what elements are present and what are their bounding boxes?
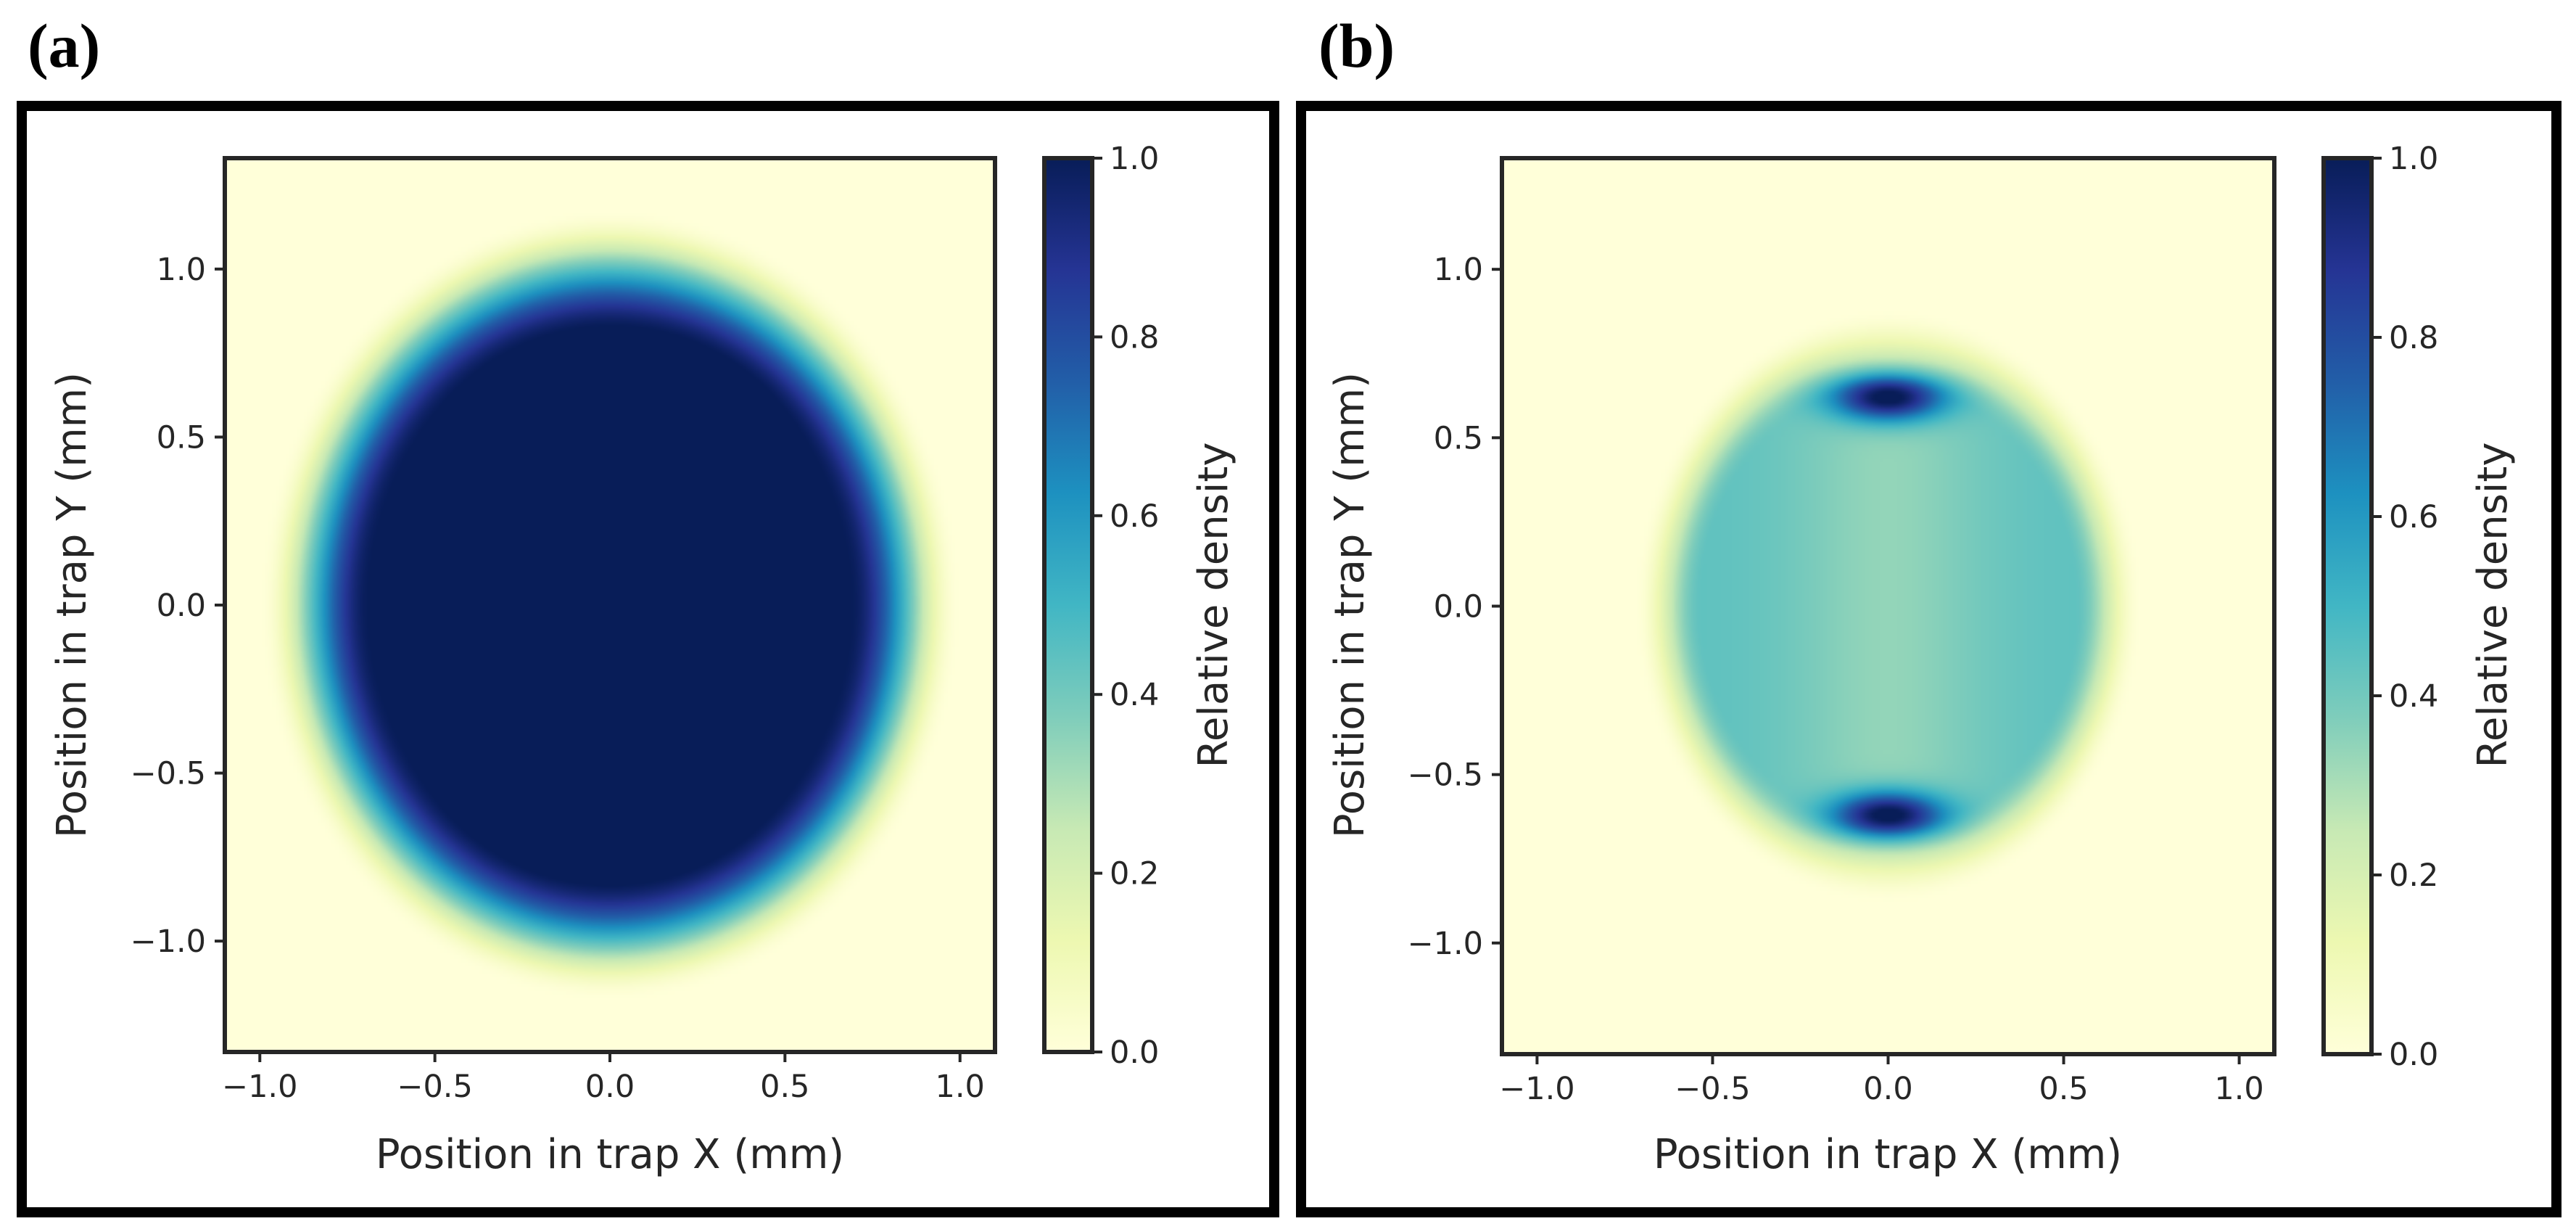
panel-a-y-tick-label: 0.0 (157, 588, 206, 624)
panel-b-frame (1296, 101, 2561, 1217)
panel-a-letter: (a) (28, 11, 100, 81)
panel-a-colorbar (1044, 158, 1092, 1052)
panel-b-x-tick-label: 0.5 (2039, 1071, 2088, 1107)
panel-b-x-tick-label: −0.5 (1675, 1071, 1750, 1107)
panel-b-y-tick-label: 0.0 (1434, 589, 1483, 625)
panel-b-colorbar-tick-label: 0.4 (2389, 678, 2438, 715)
panel-a-ticks: −1.0 −0.5 0.0 0.5 1.0 1.0 0.5 0.0 −0.5 −1.0 (131, 252, 985, 1105)
panel-a-y-tick-label: −0.5 (131, 756, 206, 792)
panel-a-colorbar-box (1042, 156, 1094, 1054)
panel-a: (a) −1.0 −0.5 0.0 0.5 1.0 1.0 0.5 0.0 −0.5 −1.0 P… (17, 11, 1279, 1217)
panel-a-colorbar-tick-label: 0.8 (1110, 319, 1159, 355)
panel-a-x-tick-label: −1.0 (222, 1069, 297, 1105)
panel-a-x-tick-label: 0.5 (760, 1069, 809, 1105)
panel-b-colorbar-label: Relative density (2469, 443, 2517, 768)
panel-b: (b) −1.0 −0.5 0.0 0.5 1.0 1.0 0.5 0.0 −0.5 −1.0 P… (1296, 11, 2561, 1217)
panel-b-colorbar-tick-label: 0.2 (2389, 858, 2438, 894)
panel-a-y-tick-label: 0.5 (157, 419, 206, 456)
panel-b-x-tick-label: 0.0 (1863, 1071, 1912, 1107)
panel-b-y-axis-label: Position in trap Y (mm) (1326, 372, 1374, 838)
panel-b-heatmap-image (1502, 158, 2274, 1054)
panel-a-x-tick-label: 0.0 (585, 1069, 635, 1105)
panel-b-x-tick-label: −1.0 (1499, 1071, 1574, 1107)
panel-a-colorbar-tick-label: 0.2 (1110, 856, 1159, 892)
panel-a-heatmap (225, 158, 995, 1052)
panel-a-x-tick-label: 1.0 (936, 1069, 985, 1105)
panel-a-y-tick-label: −1.0 (131, 924, 206, 960)
panel-b-ticks: −1.0 −0.5 0.0 0.5 1.0 1.0 0.5 0.0 −0.5 −1.0 (1408, 252, 2264, 1107)
panel-b-x-tick-label: 1.0 (2214, 1071, 2263, 1107)
panel-b-colorbar (2324, 158, 2371, 1054)
panel-b-colorbar-tick-label: 1.0 (2389, 141, 2438, 177)
panel-a-colorbar-ticks: 1.0 0.8 0.6 0.4 0.2 0.0 (1092, 141, 1159, 1071)
panel-a-heatmap-image (225, 158, 995, 1052)
panel-b-colorbar-tick-label: 0.8 (2389, 320, 2438, 356)
panel-a-x-tick-label: −0.5 (397, 1069, 472, 1105)
panel-a-y-axis-label: Position in trap Y (mm) (49, 372, 96, 838)
panel-b-y-tick-label: 0.5 (1434, 420, 1483, 456)
panel-a-x-axis-label: Position in trap X (mm) (376, 1131, 844, 1178)
panel-b-y-tick-label: 1.0 (1434, 252, 1483, 288)
panel-a-colorbar-tick-label: 0.0 (1110, 1035, 1159, 1071)
panel-a-frame (17, 101, 1279, 1217)
panel-a-colorbar-label: Relative density (1190, 443, 1237, 768)
panel-b-colorbar-ticks: 1.0 0.8 0.6 0.4 0.2 0.0 (2371, 141, 2438, 1073)
panel-b-letter: (b) (1318, 11, 1395, 81)
panel-a-colorbar-tick-label: 0.6 (1110, 498, 1159, 535)
panel-a-colorbar-tick-label: 1.0 (1110, 141, 1159, 177)
panel-b-colorbar-tick-label: 0.6 (2389, 499, 2438, 535)
panel-b-colorbar-tick-label: 0.0 (2389, 1037, 2438, 1073)
panel-b-y-tick-label: −1.0 (1408, 926, 1483, 962)
panel-a-y-tick-label: 1.0 (157, 252, 206, 288)
panel-b-colorbar-box (2321, 156, 2374, 1056)
panel-b-heatmap (1502, 158, 2274, 1054)
panel-a-colorbar-tick-label: 0.4 (1110, 677, 1159, 713)
panel-b-x-axis-label: Position in trap X (mm) (1654, 1131, 2122, 1178)
panel-b-y-tick-label: −0.5 (1408, 757, 1483, 794)
